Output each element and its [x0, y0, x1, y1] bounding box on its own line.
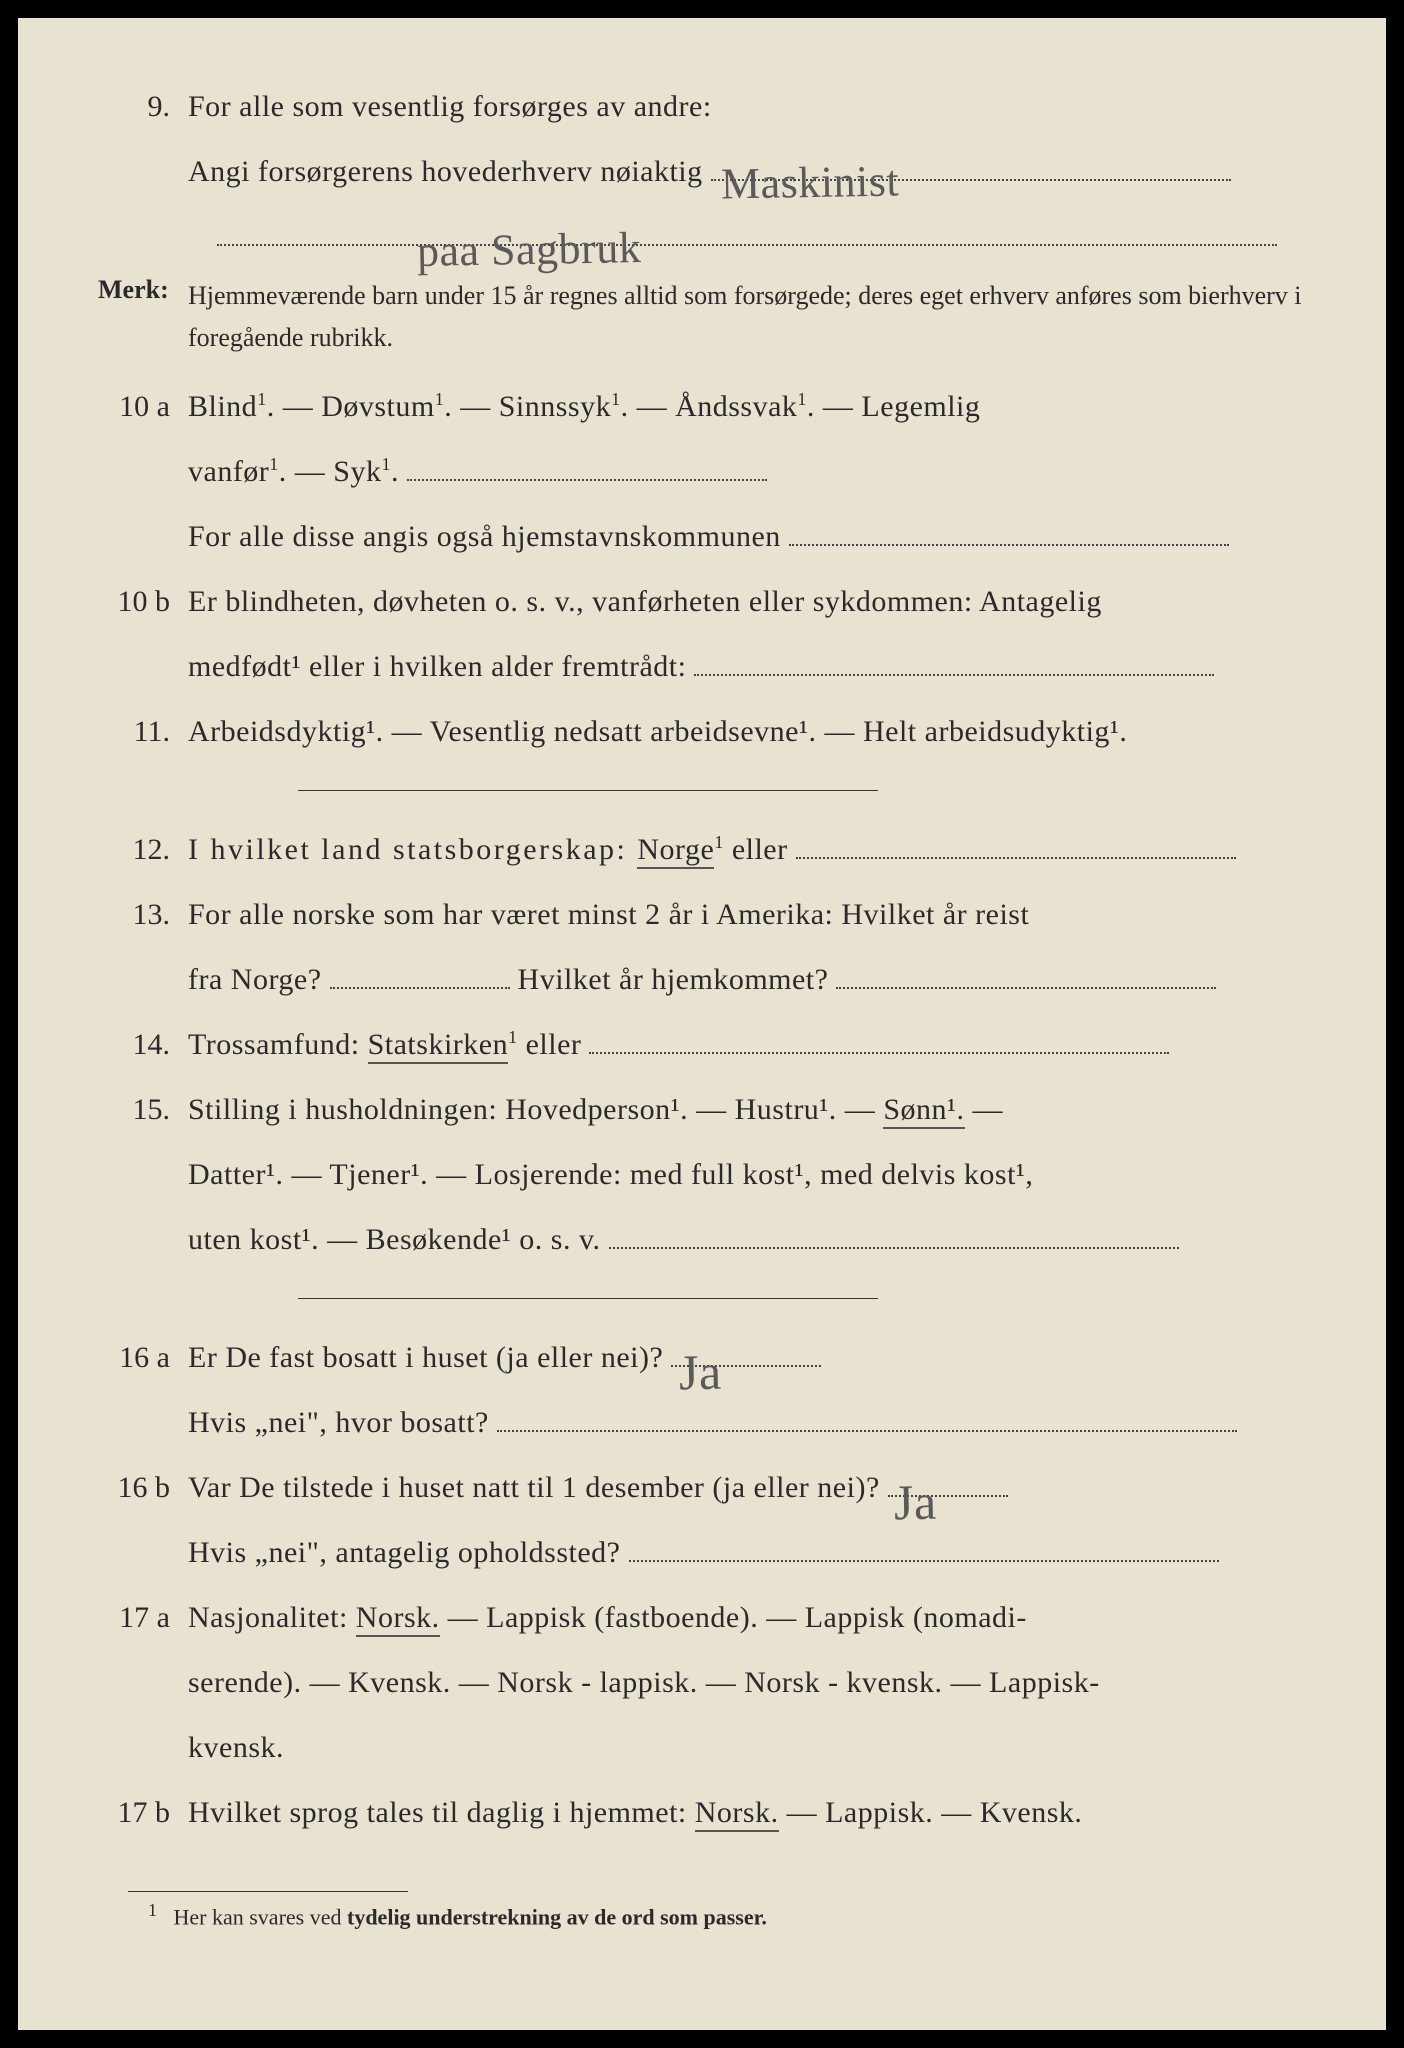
q10a-line1: Blind1. — Døvstum1. — Sinnssyk1. — Åndss… [188, 378, 1306, 435]
footnote-divider [128, 1891, 408, 1892]
q10a-number: 10 a [98, 378, 188, 435]
q10a-row2: vanfør1. — Syk1. [98, 443, 1306, 500]
q10b-field[interactable] [694, 674, 1214, 676]
footnote-text: Her kan svares ved tydelig understreknin… [174, 1905, 767, 1930]
q13-number: 13. [98, 886, 188, 943]
q17a-line3: kvensk. [188, 1719, 1306, 1776]
q16b-handwriting: Ja [893, 1455, 937, 1551]
q9-handwriting1: Maskinist [720, 139, 900, 226]
q9-line1: For alle som vesentlig forsørges av andr… [188, 78, 1306, 135]
q13-line1: For alle norske som har været minst 2 år… [188, 886, 1306, 943]
q16a-number: 16 a [98, 1329, 188, 1386]
q9-number: 9. [98, 78, 188, 135]
q10a-line2: vanfør1. — Syk1. [188, 443, 1306, 500]
q11-text: Arbeidsdyktig¹. — Vesentlig nedsatt arbe… [188, 703, 1306, 760]
q15-line2: Datter¹. — Tjener¹. — Losjerende: med fu… [188, 1146, 1306, 1203]
q15-answer: Sønn¹. [883, 1093, 964, 1129]
q12-number: 12. [98, 821, 188, 878]
q13-field2[interactable] [836, 987, 1216, 989]
q16a-line2: Hvis „nei", hvor bosatt? [188, 1394, 1306, 1451]
q15-number: 15. [98, 1081, 188, 1138]
merk-label: Merk: [98, 275, 188, 305]
q17a-row1: 17 a Nasjonalitet: Norsk. — Lappisk (fas… [98, 1589, 1306, 1646]
q9-row1: 9. For alle som vesentlig forsørges av a… [98, 78, 1306, 135]
q15-field[interactable] [609, 1247, 1179, 1249]
q16b-row2: Hvis „nei", antagelig opholdssted? [98, 1524, 1306, 1581]
q9-field2[interactable]: paa Sagbruk [217, 244, 1277, 246]
q10b-row1: 10 b Er blindheten, døvheten o. s. v., v… [98, 573, 1306, 630]
divider-2 [298, 1298, 878, 1299]
q17b-row: 17 b Hvilket sprog tales til daglig i hj… [98, 1784, 1306, 1841]
q17a-row2: serende). — Kvensk. — Norsk - lappisk. —… [98, 1654, 1306, 1711]
q16a-line1: Er De fast bosatt i huset (ja eller nei)… [188, 1329, 1306, 1386]
q16b-field1[interactable]: Ja [888, 1495, 1008, 1497]
q9-handwriting2: paa Sagbruk [416, 206, 642, 293]
q17b-text: Hvilket sprog tales til daglig i hjemmet… [188, 1784, 1306, 1841]
q16a-row1: 16 a Er De fast bosatt i huset (ja eller… [98, 1329, 1306, 1386]
merk-text: Hjemmeværende barn under 15 år regnes al… [188, 275, 1306, 358]
q12-row: 12. I hvilket land statsborgerskap: Norg… [98, 821, 1306, 878]
q14-answer: Statskirken [368, 1028, 509, 1064]
q17a-line1: Nasjonalitet: Norsk. — Lappisk (fastboen… [188, 1589, 1306, 1646]
q13-line2: fra Norge? Hvilket år hjemkommet? [188, 951, 1306, 1008]
q13-row1: 13. For alle norske som har været minst … [98, 886, 1306, 943]
divider-1 [298, 790, 878, 791]
q16b-row1: 16 b Var De tilstede i huset natt til 1 … [98, 1459, 1306, 1516]
q16b-field2[interactable] [629, 1560, 1219, 1562]
q17b-answer: Norsk. [695, 1796, 779, 1832]
q17a-answer: Norsk. [356, 1601, 440, 1637]
q14-field[interactable] [589, 1052, 1169, 1054]
q11-row: 11. Arbeidsdyktig¹. — Vesentlig nedsatt … [98, 703, 1306, 760]
q17a-line2: serende). — Kvensk. — Norsk - lappisk. —… [188, 1654, 1306, 1711]
q12-answer: Norge [637, 833, 714, 869]
q10b-row2: medfødt¹ eller i hvilken alder fremtrådt… [98, 638, 1306, 695]
q10a-line3: For alle disse angis også hjemstavnskomm… [188, 508, 1306, 565]
q10a-field1[interactable] [407, 479, 767, 481]
q16b-number: 16 b [98, 1459, 188, 1516]
q9-line2: Angi forsørgerens hovederhverv nøiaktig … [188, 143, 1306, 200]
q14-text: Trossamfund: Statskirken1 eller [188, 1016, 1306, 1073]
q15-line3: uten kost¹. — Besøkende¹ o. s. v. [188, 1211, 1306, 1268]
q14-number: 14. [98, 1016, 188, 1073]
q16b-line2: Hvis „nei", antagelig opholdssted? [188, 1524, 1306, 1581]
q16a-field2[interactable] [497, 1430, 1237, 1432]
q15-row1: 15. Stilling i husholdningen: Hovedperso… [98, 1081, 1306, 1138]
q10b-line1: Er blindheten, døvheten o. s. v., vanfør… [188, 573, 1306, 630]
census-form-page: 9. For alle som vesentlig forsørges av a… [0, 0, 1404, 2048]
q9-field1[interactable]: Maskinist [711, 179, 1231, 181]
q10b-number: 10 b [98, 573, 188, 630]
q9-row2: Angi forsørgerens hovederhverv nøiaktig … [98, 143, 1306, 200]
q17b-number: 17 b [98, 1784, 188, 1841]
footnote: 1 Her kan svares ved tydelig understrekn… [148, 1900, 1306, 1930]
q16b-line1: Var De tilstede i huset natt til 1 desem… [188, 1459, 1306, 1516]
merk-note: Merk: Hjemmeværende barn under 15 år reg… [98, 275, 1306, 358]
q12-text: I hvilket land statsborgerskap: Norge1 e… [188, 821, 1306, 878]
q12-field[interactable] [796, 857, 1236, 859]
q15-row3: uten kost¹. — Besøkende¹ o. s. v. [98, 1211, 1306, 1268]
q15-row2: Datter¹. — Tjener¹. — Losjerende: med fu… [98, 1146, 1306, 1203]
q9-prompt: Angi forsørgerens hovederhverv nøiaktig [188, 155, 703, 188]
q16a-field1[interactable]: Ja [671, 1365, 821, 1367]
q10a-field2[interactable] [789, 544, 1229, 546]
q10a-row1: 10 a Blind1. — Døvstum1. — Sinnssyk1. — … [98, 378, 1306, 435]
q17a-number: 17 a [98, 1589, 188, 1646]
q11-number: 11. [98, 703, 188, 760]
q10a-row3: For alle disse angis også hjemstavnskomm… [98, 508, 1306, 565]
q14-row: 14. Trossamfund: Statskirken1 eller [98, 1016, 1306, 1073]
q16a-handwriting: Ja [679, 1325, 723, 1421]
q9-row3: paa Sagbruk [98, 208, 1306, 265]
q13-field1[interactable] [330, 987, 510, 989]
q15-line1: Stilling i husholdningen: Hovedperson¹. … [188, 1081, 1306, 1138]
q13-row2: fra Norge? Hvilket år hjemkommet? [98, 951, 1306, 1008]
q10b-line2: medfødt¹ eller i hvilken alder fremtrådt… [188, 638, 1306, 695]
q17a-row3: kvensk. [98, 1719, 1306, 1776]
